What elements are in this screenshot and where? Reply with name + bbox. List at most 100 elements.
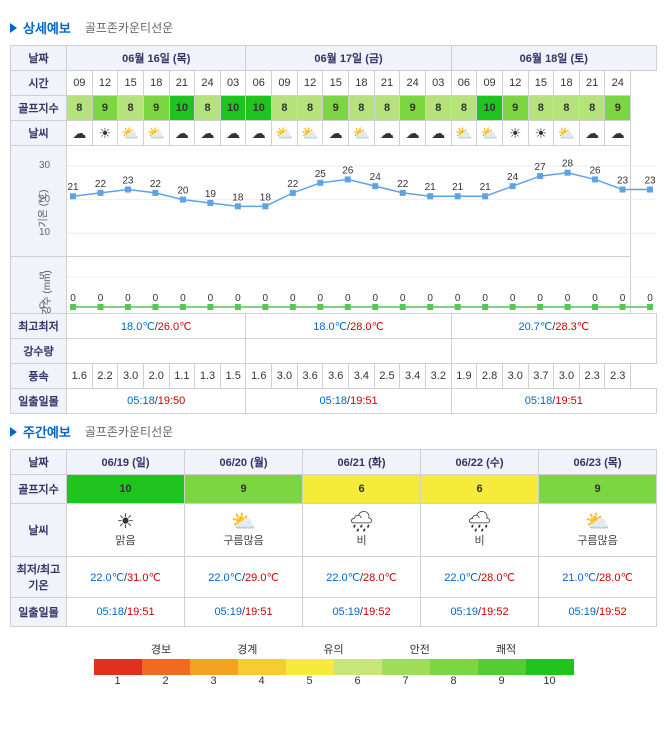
wind-cell: 1.9: [451, 364, 477, 389]
weather-icon-cell: ⛅: [477, 121, 503, 146]
golf-cell: 8: [528, 96, 554, 121]
temp-chart: 기온 (℃) 102030212223222019181822252624222…: [67, 146, 630, 256]
wind-cell: 3.2: [425, 364, 451, 389]
weather-icon-cell: ☀: [528, 121, 554, 146]
golf-cell: 8: [425, 96, 451, 121]
wind-cell: 3.6: [323, 364, 349, 389]
golf-cell: 8: [349, 96, 375, 121]
detail-title: 상세예보: [23, 18, 71, 37]
wind-cell: 3.0: [272, 364, 298, 389]
svg-text:28: 28: [562, 159, 574, 170]
date-header: 06월 17일 (금): [246, 46, 451, 71]
time-cell: 21: [579, 71, 605, 96]
wind-cell: 2.8: [477, 364, 503, 389]
legend-box: [382, 659, 430, 675]
legend-num: 4: [238, 675, 286, 687]
detail-sub: 골프존카운티선운: [85, 19, 173, 36]
legend-num: 1: [94, 675, 142, 687]
legend-num: 7: [382, 675, 430, 687]
svg-text:21: 21: [480, 182, 492, 193]
weather-icon-cell: ☁: [425, 121, 451, 146]
svg-text:26: 26: [589, 165, 601, 176]
golf-cell: 9: [502, 96, 528, 121]
svg-text:21: 21: [67, 182, 79, 193]
weather-icon-cell: ☁: [220, 121, 246, 146]
weather-icon-cell: ⛅: [297, 121, 323, 146]
wlabel-golf: 골프지수: [11, 475, 67, 504]
svg-text:0: 0: [153, 293, 159, 304]
golf-cell: 8: [579, 96, 605, 121]
legend-box: [478, 659, 526, 675]
golf-cell: 10: [220, 96, 246, 121]
legend-label: 쾌적: [496, 641, 516, 657]
weather-icon-cell: ☁: [195, 121, 221, 146]
time-cell: 24: [605, 71, 631, 96]
time-cell: 12: [502, 71, 528, 96]
svg-text:20: 20: [177, 186, 189, 197]
weather-icon-cell: ☁: [374, 121, 400, 146]
wlabel-hilo: 최저/최고기온: [11, 557, 67, 598]
svg-text:0: 0: [70, 293, 76, 304]
golf-cell: 8: [554, 96, 580, 121]
wind-cell: 1.5: [220, 364, 246, 389]
legend-num: 2: [142, 675, 190, 687]
weekly-weather: 🌧비: [421, 504, 539, 557]
svg-text:0: 0: [318, 293, 324, 304]
weekly-sun: 05:18/19:51: [67, 598, 185, 627]
time-cell: 12: [297, 71, 323, 96]
sun-cell: 05:18/19:51: [246, 389, 451, 414]
time-cell: 21: [374, 71, 400, 96]
detail-table: 날짜06월 16일 (목)06월 17일 (금)06월 18일 (토) 시간09…: [10, 45, 657, 414]
golf-cell: 8: [374, 96, 400, 121]
legend-scale: [10, 659, 657, 675]
svg-text:0: 0: [427, 293, 433, 304]
svg-text:22: 22: [95, 179, 107, 190]
svg-text:0: 0: [537, 293, 543, 304]
legend-box: [430, 659, 478, 675]
wind-cell: 3.7: [528, 364, 554, 389]
weekly-date: 06/22 (수): [421, 450, 539, 475]
legend-nums: 12345678910: [10, 675, 657, 687]
time-cell: 15: [118, 71, 144, 96]
svg-text:24: 24: [370, 172, 382, 183]
wind-cell: 3.0: [502, 364, 528, 389]
time-cell: 06: [451, 71, 477, 96]
golf-cell: 9: [92, 96, 118, 121]
weekly-weather: ⛅구름많음: [539, 504, 657, 557]
legend-box: [526, 659, 574, 675]
weekly-hilo: 22.0℃/29.0℃: [185, 557, 303, 598]
legend-box: [286, 659, 334, 675]
svg-text:23: 23: [644, 176, 656, 187]
golf-cell: 8: [118, 96, 144, 121]
legend-num: 5: [286, 675, 334, 687]
legend-num: 9: [478, 675, 526, 687]
svg-text:0: 0: [592, 293, 598, 304]
golf-cell: 9: [323, 96, 349, 121]
weekly-golf: 10: [67, 475, 185, 504]
time-cell: 03: [220, 71, 246, 96]
svg-text:0: 0: [455, 293, 461, 304]
wind-cell: 2.5: [374, 364, 400, 389]
wind-cell: 1.6: [67, 364, 93, 389]
time-cell: 12: [92, 71, 118, 96]
svg-text:0: 0: [620, 293, 626, 304]
time-cell: 15: [528, 71, 554, 96]
svg-text:23: 23: [122, 176, 134, 187]
wind-cell: 1.1: [169, 364, 195, 389]
arrow-icon: [10, 23, 17, 33]
golf-cell: 8: [297, 96, 323, 121]
precip-chart-cell: 강수 (mm) 050000000000000000000000: [67, 257, 631, 314]
weather-icon-cell: ☁: [323, 121, 349, 146]
svg-text:21: 21: [425, 182, 437, 193]
svg-text:26: 26: [342, 165, 354, 176]
golf-cell: 9: [143, 96, 169, 121]
legend-num: 6: [334, 675, 382, 687]
legend-label: 경계: [237, 641, 257, 657]
golf-cell: 8: [272, 96, 298, 121]
label-golf: 골프지수: [11, 96, 67, 121]
wind-cell: 1.6: [246, 364, 272, 389]
weather-icon-cell: ☁: [400, 121, 426, 146]
golf-cell: 8: [67, 96, 93, 121]
date-header: 06월 18일 (토): [451, 46, 656, 71]
weather-icon-cell: ⛅: [118, 121, 144, 146]
